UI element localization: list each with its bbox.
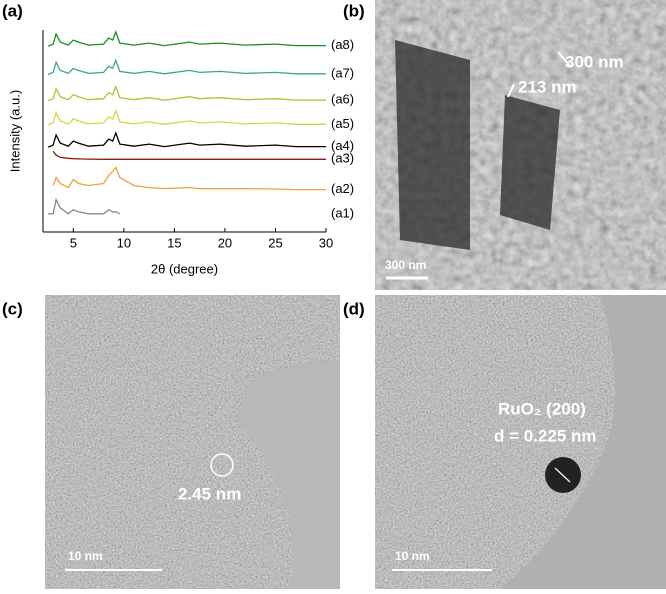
marker bbox=[507, 83, 515, 98]
xrd-chart: (a) 5 10 15 20 25 30 2θ (degree) Intensity (a.u… bbox=[2, 1, 354, 276]
marker bbox=[210, 453, 234, 477]
series-line bbox=[47, 58, 326, 76]
background-region bbox=[235, 360, 340, 589]
scale-text: 10 nm bbox=[395, 549, 430, 563]
marker bbox=[557, 51, 571, 67]
background-region bbox=[500, 295, 666, 589]
x-axis-label: 2θ (degree) bbox=[151, 261, 218, 276]
dark-region bbox=[395, 40, 560, 250]
series-line bbox=[48, 197, 121, 215]
x-tick-label: 30 bbox=[319, 235, 333, 250]
legend-label: (a4) bbox=[331, 138, 354, 153]
series-line bbox=[47, 84, 326, 102]
scale-text: 10 nm bbox=[68, 549, 103, 563]
y-axis-label: Intensity (a.u.) bbox=[7, 90, 22, 172]
legend-label: (a7) bbox=[331, 65, 354, 80]
panel-label: (d) bbox=[343, 299, 365, 318]
tem-panel: (c) 2.45 nm 10 nm bbox=[2, 295, 340, 589]
legend-label: (a2) bbox=[331, 181, 354, 196]
x-tick-label: 5 bbox=[70, 235, 77, 250]
panel-label: (a) bbox=[2, 1, 23, 20]
legend-label: (a8) bbox=[331, 37, 354, 52]
sem-panel: (b) 300 nm 213 nm 300 nm bbox=[343, 0, 666, 290]
legend-label: (a1) bbox=[331, 205, 354, 220]
panel-label: (b) bbox=[343, 1, 365, 20]
series-line bbox=[52, 166, 326, 191]
annotation: d = 0.225 nm bbox=[494, 426, 597, 445]
x-tick-label: 20 bbox=[218, 235, 232, 250]
x-tick-label: 15 bbox=[167, 235, 181, 250]
series-line bbox=[47, 30, 326, 47]
series-line bbox=[47, 131, 326, 148]
annotation: 2.45 nm bbox=[178, 484, 241, 503]
legend-label: (a3) bbox=[331, 151, 354, 166]
series-line bbox=[52, 150, 326, 160]
series-line bbox=[47, 108, 326, 126]
legend-label: (a6) bbox=[331, 92, 354, 107]
tem-panel: (d) RuO₂ (200) d = 0.225 nm 10 nm bbox=[343, 295, 666, 589]
scale-text: 300 nm bbox=[385, 258, 426, 272]
annotation: 213 nm bbox=[518, 77, 577, 96]
annotation: 300 nm bbox=[565, 52, 624, 71]
x-tick-label: 25 bbox=[268, 235, 282, 250]
annotation: RuO₂ (200) bbox=[498, 399, 586, 418]
marker bbox=[554, 467, 571, 483]
panel-label: (c) bbox=[2, 299, 23, 318]
legend-label: (a5) bbox=[331, 116, 354, 131]
x-tick-label: 10 bbox=[117, 235, 131, 250]
